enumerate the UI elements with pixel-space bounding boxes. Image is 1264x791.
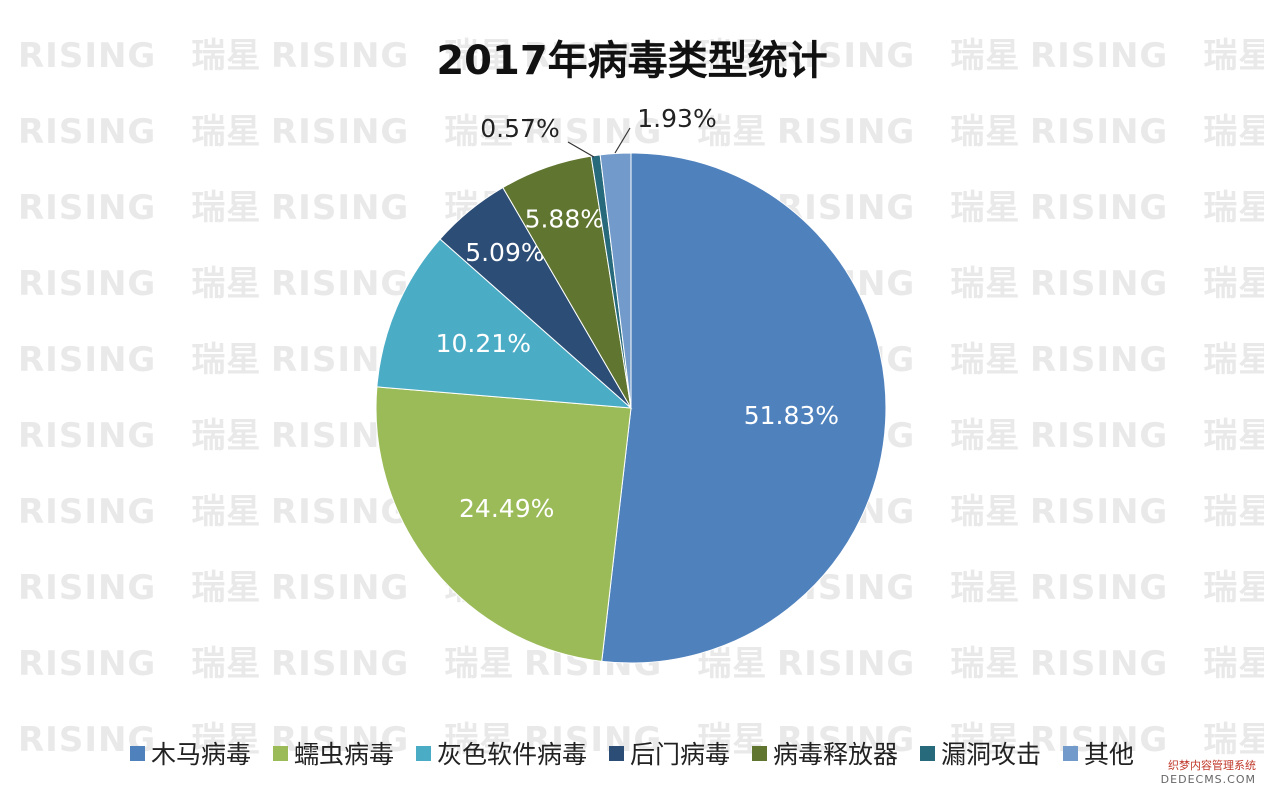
legend-item: 其他 <box>1063 735 1134 771</box>
legend-label: 蠕虫病毒 <box>293 740 394 769</box>
leader-line <box>567 141 595 158</box>
legend-item: 木马病毒 <box>129 735 251 771</box>
chart-legend: 木马病毒 蠕虫病毒 灰色软件病毒 后门病毒 病毒释放器 漏洞攻击 其他 <box>0 735 1264 771</box>
legend-swatch <box>272 745 288 761</box>
legend-item: 病毒释放器 <box>752 735 898 771</box>
pie-slice-label: 5.09% <box>465 238 544 267</box>
legend-label: 灰色软件病毒 <box>436 740 587 769</box>
pie-slice-label: 5.88% <box>525 205 604 234</box>
pie-slice-label: 24.49% <box>459 494 554 523</box>
pie-slice-label: 1.93% <box>637 104 716 133</box>
pie-slice <box>599 152 632 409</box>
legend-swatch <box>752 745 767 761</box>
pie-slice <box>375 386 632 662</box>
legend-label: 漏洞攻击 <box>941 740 1042 769</box>
chart-title: 2017年病毒类型统计 <box>436 38 828 84</box>
pie-slice <box>601 152 887 664</box>
legend-label: 病毒释放器 <box>773 740 899 769</box>
legend-label: 其他 <box>1084 740 1135 769</box>
pie-slice-label: 0.57% <box>480 114 559 143</box>
legend-swatch <box>608 745 624 761</box>
legend-swatch <box>1063 745 1079 761</box>
leader-line <box>614 127 631 154</box>
legend-item: 漏洞攻击 <box>920 735 1041 771</box>
legend-label: 后门病毒 <box>629 740 730 769</box>
legend-swatch <box>129 745 145 761</box>
footer-brand-cn: 织梦内容管理系统 <box>1168 759 1256 772</box>
legend-swatch <box>920 745 936 761</box>
legend-swatch <box>415 745 431 761</box>
legend-item: 后门病毒 <box>608 735 730 771</box>
pie-slice-label: 10.21% <box>436 329 531 358</box>
footer-brand: 织梦内容管理系统 DEDECMS.COM <box>1161 759 1256 787</box>
legend-item: 蠕虫病毒 <box>272 735 394 771</box>
footer-brand-en: DEDECMS.COM <box>1160 773 1256 786</box>
pie-slice <box>376 238 633 409</box>
pie-slice-label: 51.83% <box>744 401 839 430</box>
legend-item: 灰色软件病毒 <box>415 735 587 771</box>
legend-label: 木马病毒 <box>150 740 251 769</box>
